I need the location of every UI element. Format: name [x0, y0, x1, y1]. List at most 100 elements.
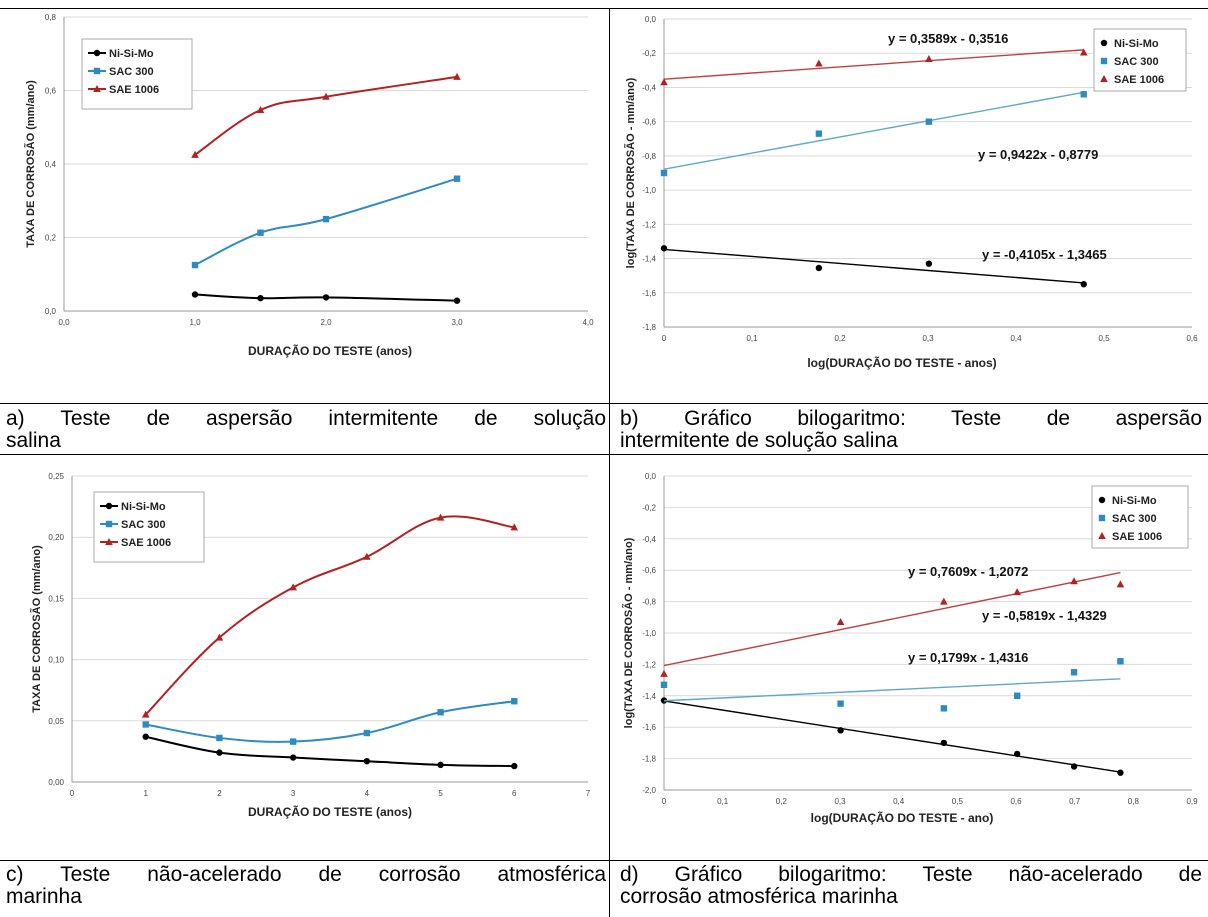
a-data-point-sac-300 — [191, 261, 199, 269]
caption-a: a) Teste de aspersão intermitente de sol… — [6, 408, 606, 452]
a-legend-marker-sac-300 — [93, 67, 101, 75]
c-data-point-sae-1006 — [436, 513, 445, 521]
chart-a: 0,0 0,2 0,4 0,6 0,8 0,0 1,0 2,0 3,0 4,0 DURAÇÃO DO… — [0, 9, 605, 401]
b-legend-marker-ni-si-mo — [1100, 39, 1108, 47]
c-data-point-sac-300 — [216, 734, 223, 742]
b-xtick-label: 0,1 — [746, 334, 758, 343]
caption-b: b) Gráfico bilogaritmo: Teste de aspersã… — [620, 408, 1202, 452]
d-data-point-sac-300 — [837, 700, 844, 707]
d-xtick-label: 0,4 — [893, 797, 905, 806]
a-xtick-label: 3,0 — [451, 318, 463, 327]
d-data-point-sae-1006 — [836, 618, 845, 626]
c-legend-marker-ni-si-mo — [105, 502, 113, 510]
d-series-sae-1006 — [660, 571, 1125, 677]
table-border-top — [0, 8, 1208, 9]
c-data-point-sac-300 — [142, 721, 149, 728]
d-xtick-label: 0,6 — [1010, 797, 1022, 806]
d-legend-box — [1091, 485, 1189, 549]
b-data-point-sac-300 — [815, 130, 823, 137]
d-data-point-ni-si-mo — [940, 739, 948, 747]
b-ytick-label: 0,0 — [645, 15, 657, 24]
b-data-point-ni-si-mo — [815, 264, 823, 272]
d-trend-equation-sae-1006: y = 0,7609x - 1,2072 — [908, 564, 1028, 579]
d-ytick-label: -0,6 — [642, 566, 656, 575]
caption-d: d) Gráfico bilogaritmo: Teste não-aceler… — [620, 864, 1202, 908]
c-data-point-sac-300 — [363, 729, 371, 737]
d-ytick-label: -0,4 — [642, 535, 656, 544]
d-xtick-label: 0,9 — [1186, 797, 1198, 806]
b-series-sae-1006 — [660, 48, 1088, 86]
table-border-mid1 — [0, 403, 1208, 404]
chart-b: 0,0 -0,2 -0,4 -0,6 -0,8 -1,0 -1,2 -1,4 -1,6 -1,8 0… — [612, 9, 1208, 401]
d-series-sac-300 — [660, 658, 1124, 712]
d-xtick-label: 0,3 — [834, 797, 846, 806]
d-ytick-label: -1,6 — [642, 723, 656, 732]
d-data-point-ni-si-mo — [837, 727, 844, 734]
b-legend-marker-sac-300 — [1100, 57, 1108, 65]
caption-d-line1: d) Gráfico bilogaritmo: Teste não-aceler… — [620, 863, 1202, 886]
a-y-axis-label: TAXA DE CORROSÃO (mm/ano) — [24, 80, 37, 248]
c-data-point-sae-1006 — [215, 633, 224, 641]
a-ytick-label: 0,2 — [45, 234, 57, 243]
b-ytick-label: -1,0 — [642, 186, 656, 195]
b-trend-equation-ni-si-mo: y = -0,4105x - 1,3465 — [982, 247, 1107, 262]
b-legend-label-sae-1006: SAE 1006 — [1114, 74, 1164, 86]
d-legend-marker-sae-1006 — [1098, 532, 1106, 539]
caption-a-line2: salina — [6, 429, 61, 452]
a-data-point-sac-300 — [322, 215, 330, 223]
chart-a-svg: 0,0 0,2 0,4 0,6 0,8 0,0 1,0 2,0 3,0 4,0 DURAÇÃO DO… — [24, 13, 594, 358]
chart-b-svg: 0,0 -0,2 -0,4 -0,6 -0,8 -1,0 -1,2 -1,4 -1,6 -1,8 0… — [624, 15, 1198, 370]
d-data-point-ni-si-mo — [1070, 763, 1078, 770]
caption-d-line2: corrosão atmosférica marinha — [620, 885, 898, 908]
caption-a-line1: a) Teste de aspersão intermitente de sol… — [6, 407, 606, 430]
b-xtick-label: 0,5 — [1098, 334, 1110, 343]
c-data-point-sae-1006 — [289, 583, 297, 591]
b-xtick-label: 0,3 — [922, 334, 934, 343]
c-ytick-label: 0,25 — [48, 472, 64, 481]
d-trendline-sac-300 — [663, 678, 1121, 702]
a-data-point-ni-si-mo — [322, 294, 330, 301]
d-xtick-label: 0 — [662, 797, 667, 806]
d-data-point-sac-300 — [940, 705, 948, 712]
b-data-point-sac-300 — [660, 169, 668, 177]
caption-c: c) Teste não-acelerado de corrosão atmos… — [6, 864, 606, 908]
b-data-point-sae-1006 — [1079, 48, 1088, 56]
b-ytick-label: -0,4 — [642, 83, 656, 92]
b-ytick-label: -0,8 — [642, 152, 656, 161]
c-legend-label-sae-1006: SAE 1006 — [121, 537, 171, 549]
d-xtick-label: 0,1 — [717, 797, 729, 806]
b-xtick-label: 0,2 — [834, 334, 846, 343]
caption-c-line1: c) Teste não-acelerado de corrosão atmos… — [6, 863, 606, 886]
c-data-point-sac-300 — [289, 738, 297, 745]
d-ytick-label: 0,0 — [645, 472, 657, 481]
c-data-point-ni-si-mo — [511, 762, 518, 770]
b-x-axis-label: log(DURAÇÃO DO TESTE - anos) — [807, 355, 996, 370]
a-legend-label-sae-1006: SAE 1006 — [109, 84, 159, 96]
c-data-point-sac-300 — [511, 698, 518, 705]
c-data-point-ni-si-mo — [363, 757, 371, 765]
c-data-point-ni-si-mo — [289, 754, 297, 761]
b-legend-label-sac-300: SAC 300 — [1114, 56, 1159, 68]
chart-d-svg: 0,0 -0,2 -0,4 -0,6 -0,8 -1,0 -1,2 -1,4 -1,6 -1,8 -… — [622, 472, 1198, 825]
b-ytick-label: -1,8 — [642, 323, 656, 332]
c-ytick-label: 0,15 — [48, 594, 64, 603]
d-legend-label-sac-300: SAC 300 — [1112, 513, 1157, 525]
c-series-line-sac-300 — [145, 700, 515, 743]
d-y-axis-label: log(TAXA DE CORROSÃO - mm/ano) — [622, 537, 635, 728]
c-xtick-label: 2 — [217, 789, 222, 798]
a-data-point-sae-1006 — [256, 105, 265, 113]
b-data-point-sae-1006 — [815, 59, 823, 67]
d-legend-label-sae-1006: SAE 1006 — [1112, 531, 1162, 543]
c-data-point-ni-si-mo — [216, 749, 223, 756]
c-series-sae-1006 — [141, 513, 519, 718]
d-trendline-sae-1006 — [663, 571, 1121, 667]
b-data-point-sac-300 — [1080, 91, 1087, 98]
a-x-axis-label: DURAÇÃO DO TESTE (anos) — [248, 343, 412, 358]
a-xtick-label: 4,0 — [582, 318, 594, 327]
a-series-line-sae-1006 — [194, 75, 458, 156]
b-data-point-ni-si-mo — [660, 245, 668, 252]
c-ytick-label: 0,10 — [48, 656, 64, 665]
a-xtick-label: 0,0 — [58, 318, 70, 327]
c-legend-marker-sac-300 — [105, 520, 113, 528]
a-xtick-label: 2,0 — [320, 318, 332, 327]
